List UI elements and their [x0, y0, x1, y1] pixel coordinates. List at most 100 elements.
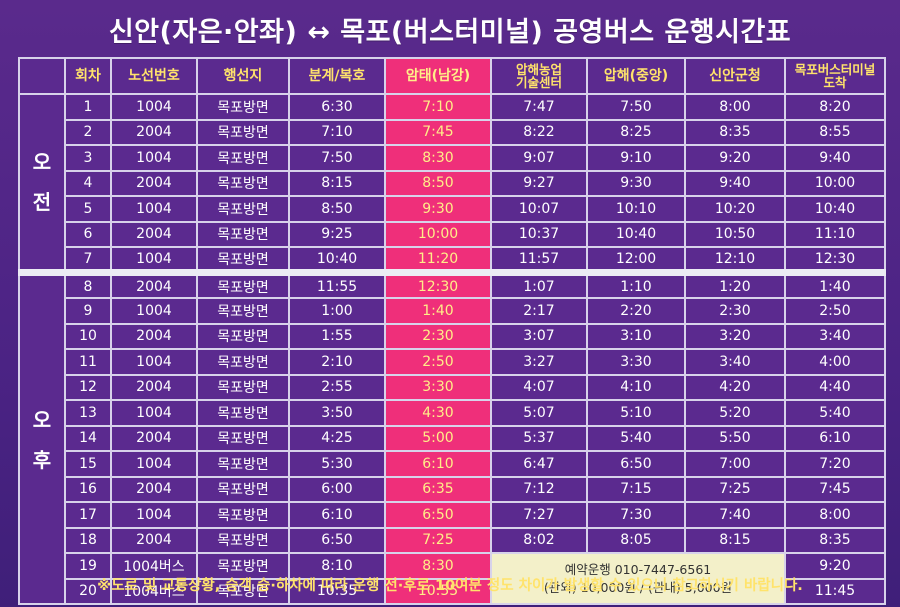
destination: 목포방면	[196, 169, 290, 197]
amtae-time: 8:30	[384, 552, 492, 580]
aphae-time: 6:50	[586, 450, 686, 478]
trip-no: 18	[64, 526, 112, 554]
trip-no: 16	[64, 475, 112, 503]
route-no: 1004	[110, 144, 198, 172]
agri-center-time: 11:57	[490, 246, 588, 274]
terminal-arrival-time: 8:20	[784, 93, 886, 121]
table-row: 14 2004 목포방면 4:25 5:00 5:37 5:40 5:50 6:10	[19, 424, 886, 452]
amtae-time: 4:30	[384, 399, 492, 427]
aphae-time: 7:50	[586, 93, 686, 121]
destination: 목포방면	[196, 93, 290, 121]
trip-no: 11	[64, 348, 112, 376]
table-row: 오 전 1 1004 목포방면 6:30 7:10 7:47 7:50 8:00 8:20	[18, 93, 886, 274]
bungye-time: 10:35	[288, 577, 386, 605]
route-no: 2004	[110, 169, 198, 197]
agri-center-time: 3:27	[490, 348, 588, 376]
bungye-time: 3:50	[288, 399, 386, 427]
amtae-time: 7:25	[384, 526, 492, 554]
terminal-arrival-time: 10:00	[784, 169, 886, 197]
county-office-time: 10:20	[684, 195, 786, 223]
amtae-time: 6:50	[384, 501, 492, 529]
amtae-time: 2:50	[384, 348, 492, 376]
reservation-phone: 예약운행 010-7447-6561	[564, 561, 712, 577]
header-amtae: 암태(남강)	[384, 57, 492, 95]
table-row: 7 1004 목포방면 10:40 11:20 11:57 12:00 12:10 12:30	[19, 246, 886, 274]
timetable: 회차 노선번호 행선지 분계/복호 암태(남강) 압해농업 기술센터 압해(중앙…	[18, 57, 886, 605]
trip-no: 20	[64, 577, 112, 605]
amtae-time: 8:50	[384, 169, 492, 197]
destination: 목포방면	[196, 526, 290, 554]
amtae-time: 8:30	[384, 144, 492, 172]
county-office-time: 8:00	[684, 93, 786, 121]
trip-no: 13	[64, 399, 112, 427]
table-row: 17 1004 목포방면 6:10 6:50 7:27 7:30 7:40 8:00	[19, 501, 886, 529]
aphae-time: 3:30	[586, 348, 686, 376]
aphae-time: 8:05	[586, 526, 686, 554]
route-no: 2004	[110, 373, 198, 401]
corner-cell	[18, 57, 66, 95]
destination: 목포방면	[196, 220, 290, 248]
amtae-time: 1:40	[384, 297, 492, 325]
agri-center-time: 2:17	[490, 297, 588, 325]
trip-no: 6	[64, 220, 112, 248]
county-office-time: 3:40	[684, 348, 786, 376]
trip-no: 1	[64, 93, 112, 121]
agri-center-time: 4:07	[490, 373, 588, 401]
terminal-arrival-time: 8:35	[784, 526, 886, 554]
trip-no: 10	[64, 322, 112, 350]
trip-no: 4	[64, 169, 112, 197]
destination: 목포방면	[196, 246, 290, 274]
timetable-body: 오 전 1 1004 목포방면 6:30 7:10 7:47 7:50 8:00 8:20 2 2004…	[18, 93, 886, 605]
header-agri-line1: 압해농업	[515, 62, 562, 77]
route-no: 1004	[110, 501, 198, 529]
agri-center-time: 9:07	[490, 144, 588, 172]
terminal-arrival-time: 1:40	[784, 269, 886, 299]
header-agri-line2: 기술센터	[515, 75, 562, 90]
table-row: 5 1004 목포방면 8:50 9:30 10:07 10:10 10:20 10:40	[19, 195, 886, 223]
trip-no: 3	[64, 144, 112, 172]
terminal-arrival-time: 4:40	[784, 373, 886, 401]
trip-no: 7	[64, 246, 112, 274]
destination: 목포방면	[196, 297, 290, 325]
amtae-time: 9:30	[384, 195, 492, 223]
destination: 목포방면	[196, 322, 290, 350]
terminal-arrival-time: 9:40	[784, 144, 886, 172]
destination: 목포방면	[196, 501, 290, 529]
bungye-time: 6:00	[288, 475, 386, 503]
aphae-time: 8:25	[586, 118, 686, 146]
terminal-arrival-time: 2:50	[784, 297, 886, 325]
table-row: 13 1004 목포방면 3:50 4:30 5:07 5:10 5:20 5:40	[19, 399, 886, 427]
agri-center-time: 8:22	[490, 118, 588, 146]
county-office-time: 5:50	[684, 424, 786, 452]
table-row: 6 2004 목포방면 9:25 10:00 10:37 10:40 10:50 11:10	[19, 220, 886, 248]
trip-no: 14	[64, 424, 112, 452]
bungye-time: 1:55	[288, 322, 386, 350]
header-trip-no: 회차	[64, 57, 112, 95]
table-row: 20 1004버스 목포방면 10:35 10:55 11:45	[19, 577, 886, 605]
destination: 목포방면	[196, 348, 290, 376]
agri-center-time: 8:02	[490, 526, 588, 554]
route-no: 2004	[110, 220, 198, 248]
terminal-arrival-time: 6:10	[784, 424, 886, 452]
route-no: 1004	[110, 297, 198, 325]
bungye-time: 11:55	[288, 269, 386, 299]
destination: 목포방면	[196, 373, 290, 401]
header-aphae: 압해(중앙)	[586, 57, 686, 95]
aphae-time: 7:15	[586, 475, 686, 503]
terminal-arrival-time: 7:20	[784, 450, 886, 478]
trip-no: 15	[64, 450, 112, 478]
county-office-time: 4:20	[684, 373, 786, 401]
county-office-time: 7:40	[684, 501, 786, 529]
bungye-time: 2:10	[288, 348, 386, 376]
terminal-arrival-time: 8:55	[784, 118, 886, 146]
county-office-time: 7:00	[684, 450, 786, 478]
agri-center-time: 5:37	[490, 424, 588, 452]
table-row: 10 2004 목포방면 1:55 2:30 3:07 3:10 3:20 3:40	[19, 322, 886, 350]
amtae-time: 11:20	[384, 246, 492, 274]
agri-center-time: 9:27	[490, 169, 588, 197]
bungye-time: 10:40	[288, 246, 386, 274]
agri-center-time: 5:07	[490, 399, 588, 427]
route-no: 2004	[110, 322, 198, 350]
